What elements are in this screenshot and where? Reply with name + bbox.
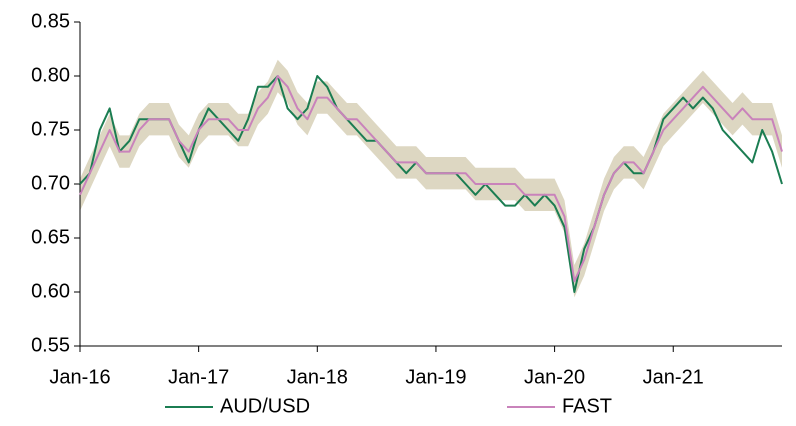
series-line	[79, 75, 783, 283]
x-tick-label: Jan-17	[168, 366, 229, 388]
y-tick-label: 0.85	[31, 10, 70, 32]
x-tick-label: Jan-20	[524, 366, 585, 388]
x-tick-label: Jan-16	[49, 366, 110, 388]
y-tick-label: 0.60	[31, 280, 70, 302]
legend-label: FAST	[562, 395, 612, 417]
x-tick-label: Jan-18	[287, 366, 348, 388]
y-tick-label: 0.80	[31, 64, 70, 86]
y-tick-label: 0.55	[31, 334, 70, 356]
x-tick-label: Jan-21	[643, 366, 704, 388]
y-tick-label: 0.70	[31, 172, 70, 194]
y-tick-label: 0.75	[31, 118, 70, 140]
y-tick-label: 0.65	[31, 226, 70, 248]
x-tick-label: Jan-19	[405, 366, 466, 388]
range-band	[80, 59, 782, 298]
legend-label: AUD/USD	[220, 395, 310, 417]
